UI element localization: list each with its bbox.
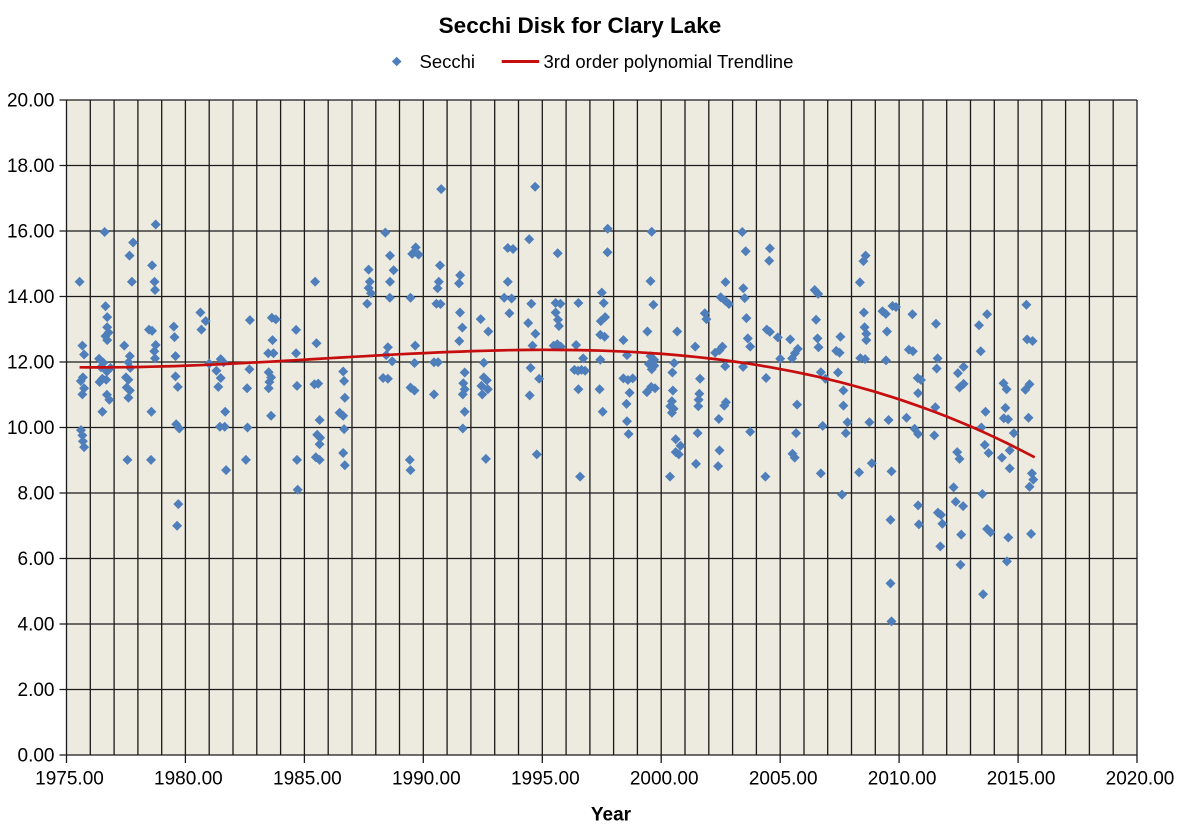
svg-text:14.00: 14.00	[7, 287, 55, 308]
svg-text:Secchi: Secchi	[420, 51, 476, 72]
svg-text:1980.00: 1980.00	[154, 769, 223, 790]
svg-text:1975.00: 1975.00	[35, 769, 104, 790]
svg-text:1995.00: 1995.00	[511, 769, 580, 790]
svg-text:3rd order polynomial Trendline: 3rd order polynomial Trendline	[544, 51, 794, 72]
svg-text:16.00: 16.00	[7, 222, 55, 243]
svg-text:12.00: 12.00	[7, 353, 55, 374]
svg-text:2000.00: 2000.00	[630, 769, 699, 790]
svg-text:10.00: 10.00	[7, 418, 55, 439]
svg-text:1985.00: 1985.00	[273, 769, 342, 790]
svg-text:2020.00: 2020.00	[1106, 769, 1175, 790]
svg-text:Year: Year	[591, 805, 632, 826]
svg-text:2.00: 2.00	[18, 680, 55, 701]
svg-text:2010.00: 2010.00	[868, 769, 937, 790]
svg-text:20.00: 20.00	[7, 91, 55, 112]
svg-text:Secchi Disk for Clary Lake: Secchi Disk for Clary Lake	[439, 13, 722, 38]
svg-text:18.00: 18.00	[7, 156, 55, 177]
svg-text:6.00: 6.00	[18, 549, 55, 570]
svg-text:2005.00: 2005.00	[749, 769, 818, 790]
svg-text:1990.00: 1990.00	[392, 769, 461, 790]
svg-text:2015.00: 2015.00	[987, 769, 1056, 790]
svg-text:4.00: 4.00	[18, 615, 55, 636]
svg-text:8.00: 8.00	[18, 484, 55, 505]
svg-text:0.00: 0.00	[18, 746, 55, 767]
